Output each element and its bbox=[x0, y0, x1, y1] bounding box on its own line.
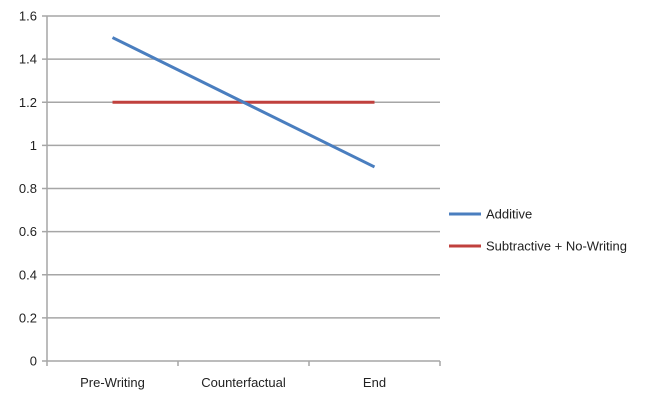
y-tick-label: 0 bbox=[30, 354, 37, 369]
axes bbox=[42, 15, 441, 366]
y-tick-label: 1.4 bbox=[19, 52, 37, 67]
legend-label: Additive bbox=[486, 207, 532, 222]
x-tick-labels: Pre-Writing Counterfactual End bbox=[80, 375, 386, 390]
y-tick-labels: 0 0.2 0.4 0.6 0.8 1 1.2 1.4 1.6 bbox=[19, 9, 37, 369]
y-tick-label: 0.2 bbox=[19, 310, 37, 325]
x-tick-label: End bbox=[363, 375, 386, 390]
legend-label: Subtractive + No-Writing bbox=[486, 239, 627, 254]
grid-lines bbox=[47, 15, 440, 319]
y-tick-label: 0.6 bbox=[19, 224, 37, 239]
x-tick-label: Counterfactual bbox=[201, 375, 286, 390]
y-tick-label: 1 bbox=[30, 138, 37, 153]
y-tick-label: 0.8 bbox=[19, 181, 37, 196]
x-tick-label: Pre-Writing bbox=[80, 375, 145, 390]
y-tick-label: 1.2 bbox=[19, 95, 37, 110]
series-lines bbox=[111, 36, 376, 169]
y-tick-label: 0.4 bbox=[19, 267, 37, 282]
legend: Additive Subtractive + No-Writing bbox=[449, 207, 627, 254]
y-tick-label: 1.6 bbox=[19, 9, 37, 24]
series-line-0 bbox=[111, 36, 376, 169]
